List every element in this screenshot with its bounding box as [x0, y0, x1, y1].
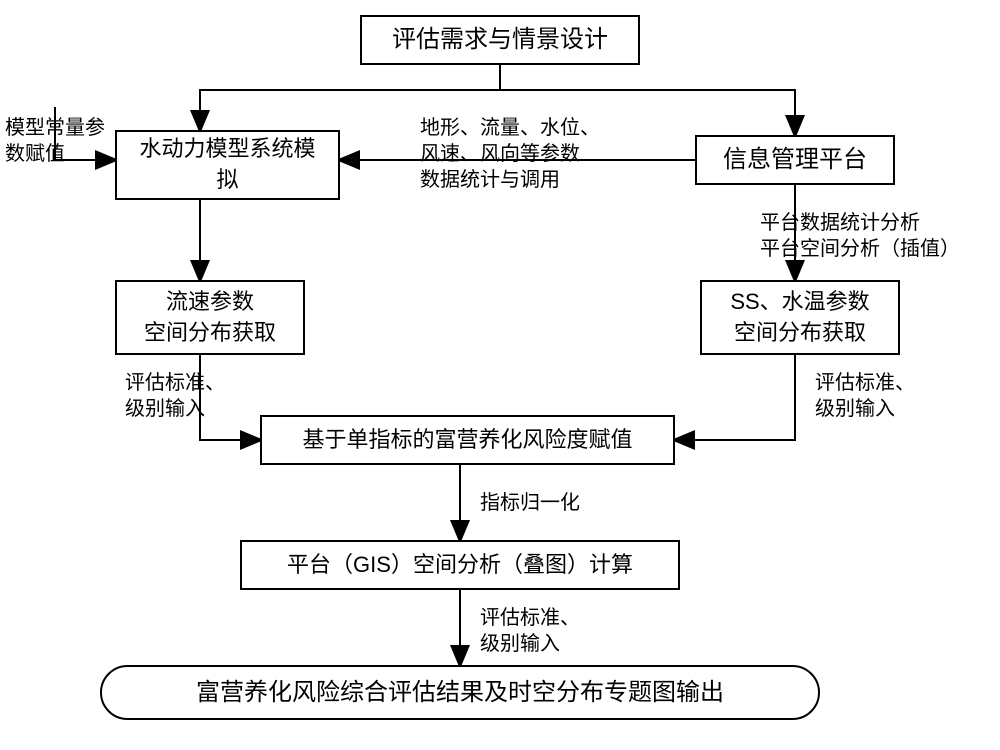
flowchart-node-n5: SS、水温参数空间分布获取	[700, 280, 900, 355]
flowchart-label-l3: 平台数据统计分析 平台空间分析（插值）	[760, 210, 960, 262]
flowchart-node-n8: 富营养化风险综合评估结果及时空分布专题图输出	[100, 665, 820, 720]
flowchart-node-n2: 水动力模型系统模拟	[115, 130, 340, 200]
flowchart-node-n6: 基于单指标的富营养化风险度赋值	[260, 415, 675, 465]
flowchart-label-l6: 指标归一化	[480, 490, 580, 516]
flowchart-node-n1: 评估需求与情景设计	[360, 15, 640, 65]
flowchart-edge-7	[675, 355, 795, 440]
flowchart-label-l7: 评估标准、 级别输入	[480, 605, 580, 657]
flowchart-node-n4: 流速参数空间分布获取	[115, 280, 305, 355]
flowchart-node-n7: 平台（GIS）空间分析（叠图）计算	[240, 540, 680, 590]
flowchart-label-l2: 地形、流量、水位、 风速、风向等参数 数据统计与调用	[420, 115, 600, 193]
flowchart-label-l5: 评估标准、 级别输入	[815, 370, 915, 422]
flowchart-label-l1: 模型常量参 数赋值	[5, 115, 105, 167]
flowchart-label-l4: 评估标准、 级别输入	[125, 370, 225, 422]
flowchart-node-n3: 信息管理平台	[695, 135, 895, 185]
